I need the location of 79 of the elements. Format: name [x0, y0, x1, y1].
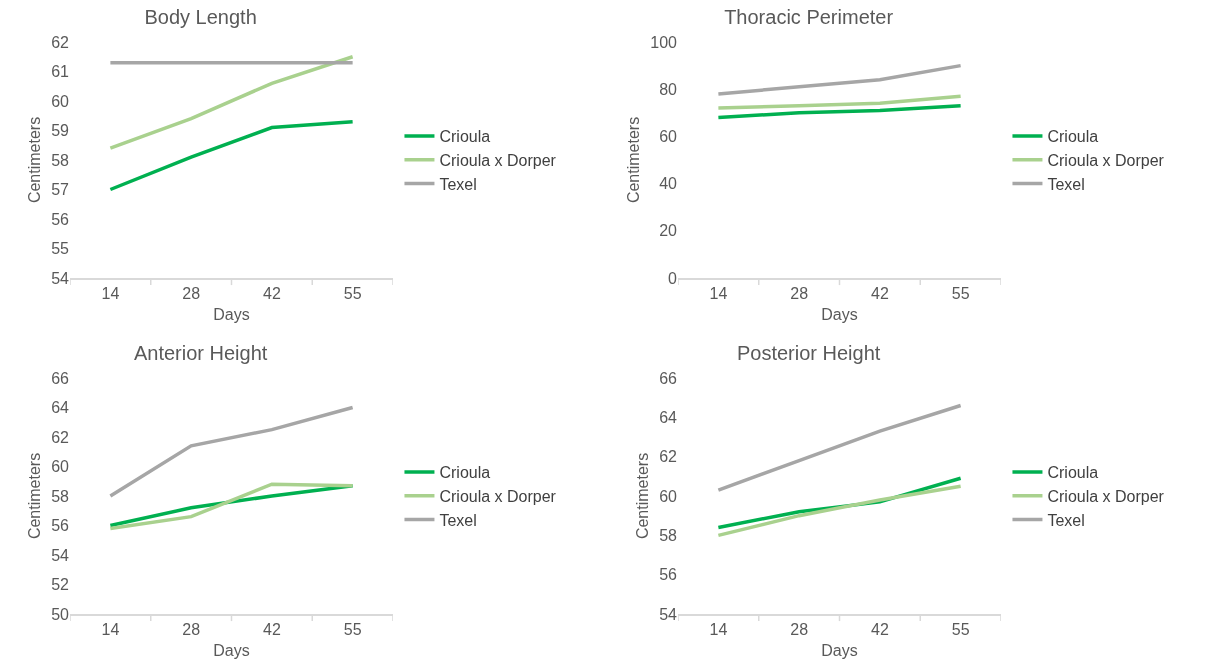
- y-axis-title: Centimeters: [634, 452, 652, 540]
- chart-title: Body Length: [144, 6, 257, 29]
- legend-label: Crioula x Dorper: [1047, 487, 1165, 505]
- y-tick-label: 62: [51, 428, 70, 446]
- x-tick-label: 14: [101, 284, 120, 302]
- y-tick-label: 0: [668, 269, 678, 287]
- legend-label: Crioula: [439, 128, 491, 146]
- y-tick-label: 40: [659, 175, 678, 193]
- line-series: [716, 484, 963, 538]
- x-tick-label: 14: [709, 284, 728, 302]
- chart-title: Thoracic Perimeter: [724, 6, 894, 29]
- y-tick-label: 58: [659, 526, 678, 544]
- legend-label: Texel: [439, 175, 477, 193]
- y-tick-label: 56: [51, 210, 70, 228]
- y-tick-label: 58: [51, 151, 70, 169]
- y-tick-label: 60: [659, 128, 678, 145]
- x-tick-label: 55: [951, 284, 970, 302]
- x-axis-title: Days: [821, 642, 858, 660]
- x-tick-label: 14: [709, 620, 728, 638]
- x-tick-label: 28: [182, 620, 201, 638]
- y-tick-label: 62: [51, 33, 70, 51]
- legend-label: Crioula x Dorper: [1047, 151, 1165, 169]
- y-tick-label: 52: [51, 576, 70, 594]
- y-tick-label: 100: [650, 33, 678, 51]
- line-series: [716, 403, 963, 492]
- x-tick-label: 55: [343, 620, 362, 638]
- x-tick-label: 42: [262, 284, 281, 302]
- y-tick-label: 59: [51, 122, 70, 140]
- legend-label: Texel: [1047, 511, 1085, 529]
- y-tick-label: 56: [659, 566, 678, 584]
- y-tick-label: 64: [659, 408, 678, 426]
- y-tick-label: 80: [659, 80, 678, 98]
- legend-label: Crioula: [1047, 464, 1099, 482]
- y-tick-label: 54: [51, 546, 70, 564]
- y-tick-label: 66: [659, 369, 678, 387]
- legend-label: Texel: [1047, 175, 1085, 193]
- chart-title: Anterior Height: [133, 342, 268, 365]
- x-tick-label: 55: [951, 620, 970, 638]
- y-tick-label: 60: [51, 92, 70, 110]
- x-tick-label: 14: [101, 620, 120, 638]
- y-tick-label: 61: [51, 63, 70, 81]
- line-series: [108, 55, 355, 150]
- line-series: [108, 405, 355, 498]
- x-tick-label: 42: [870, 620, 889, 638]
- x-tick-label: 28: [790, 620, 809, 638]
- line-series: [716, 63, 963, 96]
- y-tick-label: 54: [659, 605, 678, 623]
- y-tick-label: 57: [51, 181, 70, 199]
- y-tick-label: 64: [51, 399, 70, 417]
- x-tick-label: 42: [870, 284, 889, 302]
- line-series: [716, 103, 963, 120]
- x-axis-title: Days: [821, 306, 858, 324]
- y-tick-label: 60: [659, 487, 678, 505]
- chart-title: Posterior Height: [736, 342, 881, 365]
- legend-label: Crioula: [439, 464, 491, 482]
- x-tick-label: 55: [343, 284, 362, 302]
- y-tick-label: 66: [51, 369, 70, 387]
- y-axis-title: Centimeters: [26, 116, 44, 204]
- legend-label: Crioula x Dorper: [439, 487, 557, 505]
- line-series: [716, 94, 963, 110]
- y-tick-label: 60: [51, 458, 70, 476]
- y-tick-label: 56: [51, 517, 70, 535]
- line-series: [108, 119, 355, 192]
- y-tick-label: 54: [51, 269, 70, 287]
- y-tick-label: 50: [51, 605, 70, 623]
- x-tick-label: 42: [262, 620, 281, 638]
- x-axis-title: Days: [213, 306, 250, 324]
- x-axis-title: Days: [213, 642, 250, 660]
- x-tick-label: 28: [790, 284, 809, 302]
- y-tick-label: 55: [51, 240, 70, 258]
- y-tick-label: 20: [659, 222, 678, 240]
- y-axis-title: Centimeters: [26, 452, 44, 540]
- y-axis-title: Centimeters: [625, 116, 643, 204]
- y-tick-label: 58: [51, 487, 70, 505]
- x-tick-label: 28: [182, 284, 201, 302]
- legend-label: Crioula x Dorper: [439, 151, 557, 169]
- y-tick-label: 62: [659, 448, 678, 466]
- legend-label: Crioula: [1047, 128, 1099, 146]
- legend-label: Texel: [439, 511, 477, 529]
